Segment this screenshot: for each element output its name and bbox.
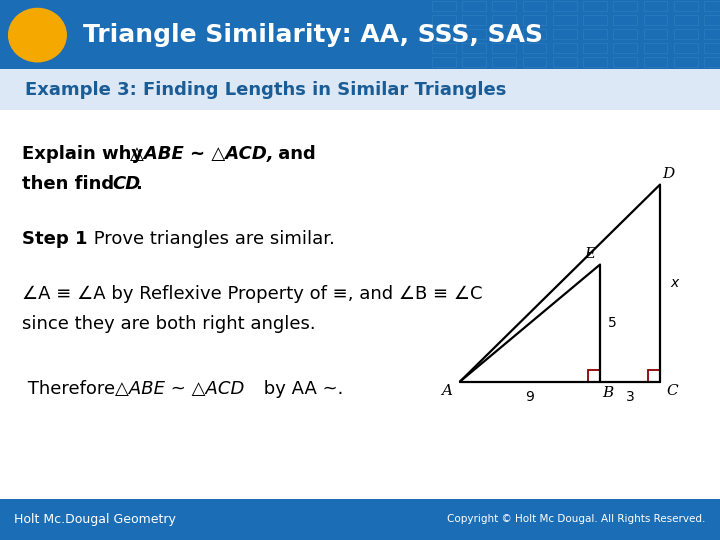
Text: △ABE ~ △ACD: △ABE ~ △ACD — [115, 380, 244, 397]
FancyBboxPatch shape — [0, 110, 720, 500]
Text: Therefore: Therefore — [22, 380, 121, 397]
FancyBboxPatch shape — [0, 69, 720, 111]
Text: x: x — [670, 276, 678, 290]
Text: Holt Mc.Dougal Geometry: Holt Mc.Dougal Geometry — [14, 513, 176, 526]
Text: Explain why: Explain why — [22, 145, 149, 163]
Text: E: E — [584, 247, 595, 261]
Text: 5: 5 — [608, 316, 617, 330]
Text: 3: 3 — [626, 389, 634, 403]
Text: B: B — [602, 386, 613, 400]
Text: Triangle Similarity: AA, SSS, SAS: Triangle Similarity: AA, SSS, SAS — [83, 23, 543, 47]
FancyBboxPatch shape — [0, 499, 720, 540]
Text: Prove triangles are similar.: Prove triangles are similar. — [88, 230, 335, 247]
Text: by AA ~.: by AA ~. — [258, 380, 343, 397]
Text: then find: then find — [22, 174, 120, 193]
Text: A: A — [441, 383, 452, 397]
Text: Step 1: Step 1 — [22, 230, 88, 247]
Text: C: C — [666, 383, 678, 397]
Ellipse shape — [8, 8, 67, 63]
Text: CD: CD — [112, 174, 140, 193]
Text: .: . — [135, 174, 142, 193]
Text: since they are both right angles.: since they are both right angles. — [22, 315, 315, 333]
Text: △ABE ~ △ACD,: △ABE ~ △ACD, — [130, 145, 274, 163]
FancyBboxPatch shape — [0, 0, 720, 70]
Text: D: D — [662, 167, 674, 180]
Text: and: and — [272, 145, 316, 163]
Text: Example 3: Finding Lengths in Similar Triangles: Example 3: Finding Lengths in Similar Tr… — [25, 80, 507, 99]
Text: 9: 9 — [526, 389, 534, 403]
Text: ∠A ≡ ∠A by Reflexive Property of ≡, and ∠B ≡ ∠C: ∠A ≡ ∠A by Reflexive Property of ≡, and … — [22, 285, 482, 302]
Text: Copyright © Holt Mc Dougal. All Rights Reserved.: Copyright © Holt Mc Dougal. All Rights R… — [447, 515, 706, 524]
